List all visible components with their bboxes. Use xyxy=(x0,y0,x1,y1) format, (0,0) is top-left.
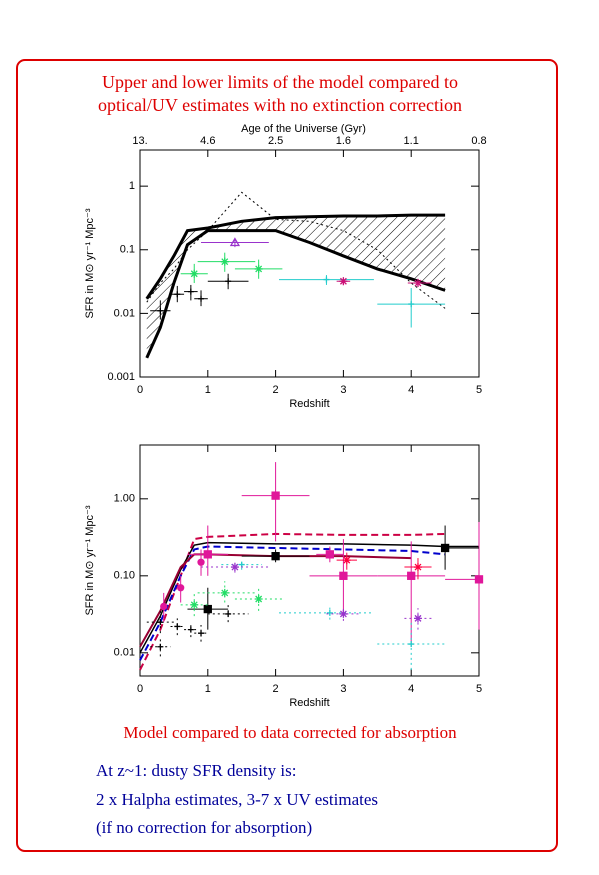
point xyxy=(407,571,416,580)
point xyxy=(190,600,199,609)
point xyxy=(413,563,422,572)
point xyxy=(198,630,205,637)
title-line: optical/UV estimates with no extinction … xyxy=(98,95,462,115)
point xyxy=(225,610,232,617)
plot-frame xyxy=(139,444,480,677)
point xyxy=(198,295,205,302)
model-line xyxy=(139,541,479,654)
point xyxy=(440,543,450,553)
x-tick-label: 5 xyxy=(476,384,482,396)
point xyxy=(203,550,212,559)
point xyxy=(325,550,334,559)
x-axis-label: Redshift xyxy=(289,398,329,410)
y-tick-label: 1.00 xyxy=(114,493,135,505)
y-tick-label: 0.01 xyxy=(114,307,135,319)
y-axis-label: SFR in M⊙ yr⁻¹ Mpc⁻³ xyxy=(84,208,96,318)
x2-tick-label: 0.8 xyxy=(471,135,486,147)
x2-tick-label: 1.6 xyxy=(336,135,351,147)
point xyxy=(408,641,415,648)
point xyxy=(339,571,348,580)
point xyxy=(197,558,205,566)
point xyxy=(157,307,164,314)
point xyxy=(157,619,164,626)
x2-tick-label: 13. xyxy=(132,135,147,147)
y-tick-label: 0.001 xyxy=(107,371,135,383)
x2-tick-label: 2.5 xyxy=(268,135,283,147)
point xyxy=(203,604,212,614)
plot-frame xyxy=(139,149,480,378)
point xyxy=(271,491,280,500)
point xyxy=(342,556,351,565)
note: (if no correction for absorption) xyxy=(96,818,312,837)
x-tick-label: 4 xyxy=(408,683,414,695)
point xyxy=(187,626,194,633)
point xyxy=(190,269,199,278)
model-line xyxy=(139,532,446,671)
point xyxy=(225,278,232,285)
point xyxy=(413,614,422,623)
x-tick-label: 0 xyxy=(137,384,143,396)
point xyxy=(157,643,164,650)
x-tick-label: 4 xyxy=(408,384,414,396)
x-axis-label: Redshift xyxy=(289,697,329,709)
point xyxy=(174,623,181,630)
point xyxy=(254,595,263,603)
point xyxy=(254,264,263,273)
model-band xyxy=(146,215,446,358)
point xyxy=(408,301,415,308)
y-tick-label: 0.01 xyxy=(114,647,135,659)
x-tick-label: 1 xyxy=(205,384,211,396)
title-line: Upper and lower limits of the model comp… xyxy=(102,72,458,92)
point xyxy=(271,552,280,561)
point xyxy=(339,277,348,286)
point xyxy=(160,602,168,611)
model-line xyxy=(145,213,446,300)
note: 2 x Halpha estimates, 3-7 x UV estimates xyxy=(96,790,378,809)
y-tick-label: 0.1 xyxy=(120,244,135,256)
point xyxy=(220,257,229,266)
y-tick-label: 1 xyxy=(129,180,135,192)
note: At z~1: dusty SFR density is: xyxy=(96,761,296,780)
point xyxy=(220,588,229,597)
x-tick-label: 0 xyxy=(137,683,143,695)
x-tick-label: 3 xyxy=(340,683,346,695)
point xyxy=(174,291,181,298)
chart-title: Model compared to data corrected for abs… xyxy=(123,723,457,742)
x-tick-label: 3 xyxy=(340,384,346,396)
y-axis-label: SFR in M⊙ yr⁻¹ Mpc⁻³ xyxy=(84,505,96,615)
x-tick-label: 2 xyxy=(273,384,279,396)
y-tick-label: 0.10 xyxy=(114,570,135,582)
point xyxy=(187,288,194,295)
x2-axis-label: Age of the Universe (Gyr) xyxy=(241,123,366,135)
x-tick-label: 5 xyxy=(476,683,482,695)
model-line xyxy=(145,229,446,359)
point xyxy=(230,563,239,572)
x2-tick-label: 4.6 xyxy=(200,135,215,147)
point xyxy=(339,609,348,618)
point xyxy=(474,575,484,584)
point xyxy=(326,609,333,616)
x-tick-label: 2 xyxy=(273,683,279,695)
point xyxy=(177,584,185,592)
frame xyxy=(16,59,558,852)
x-tick-label: 1 xyxy=(205,683,211,695)
point xyxy=(413,279,422,288)
point xyxy=(229,237,241,247)
point xyxy=(323,276,330,283)
x2-tick-label: 1.1 xyxy=(404,135,419,147)
